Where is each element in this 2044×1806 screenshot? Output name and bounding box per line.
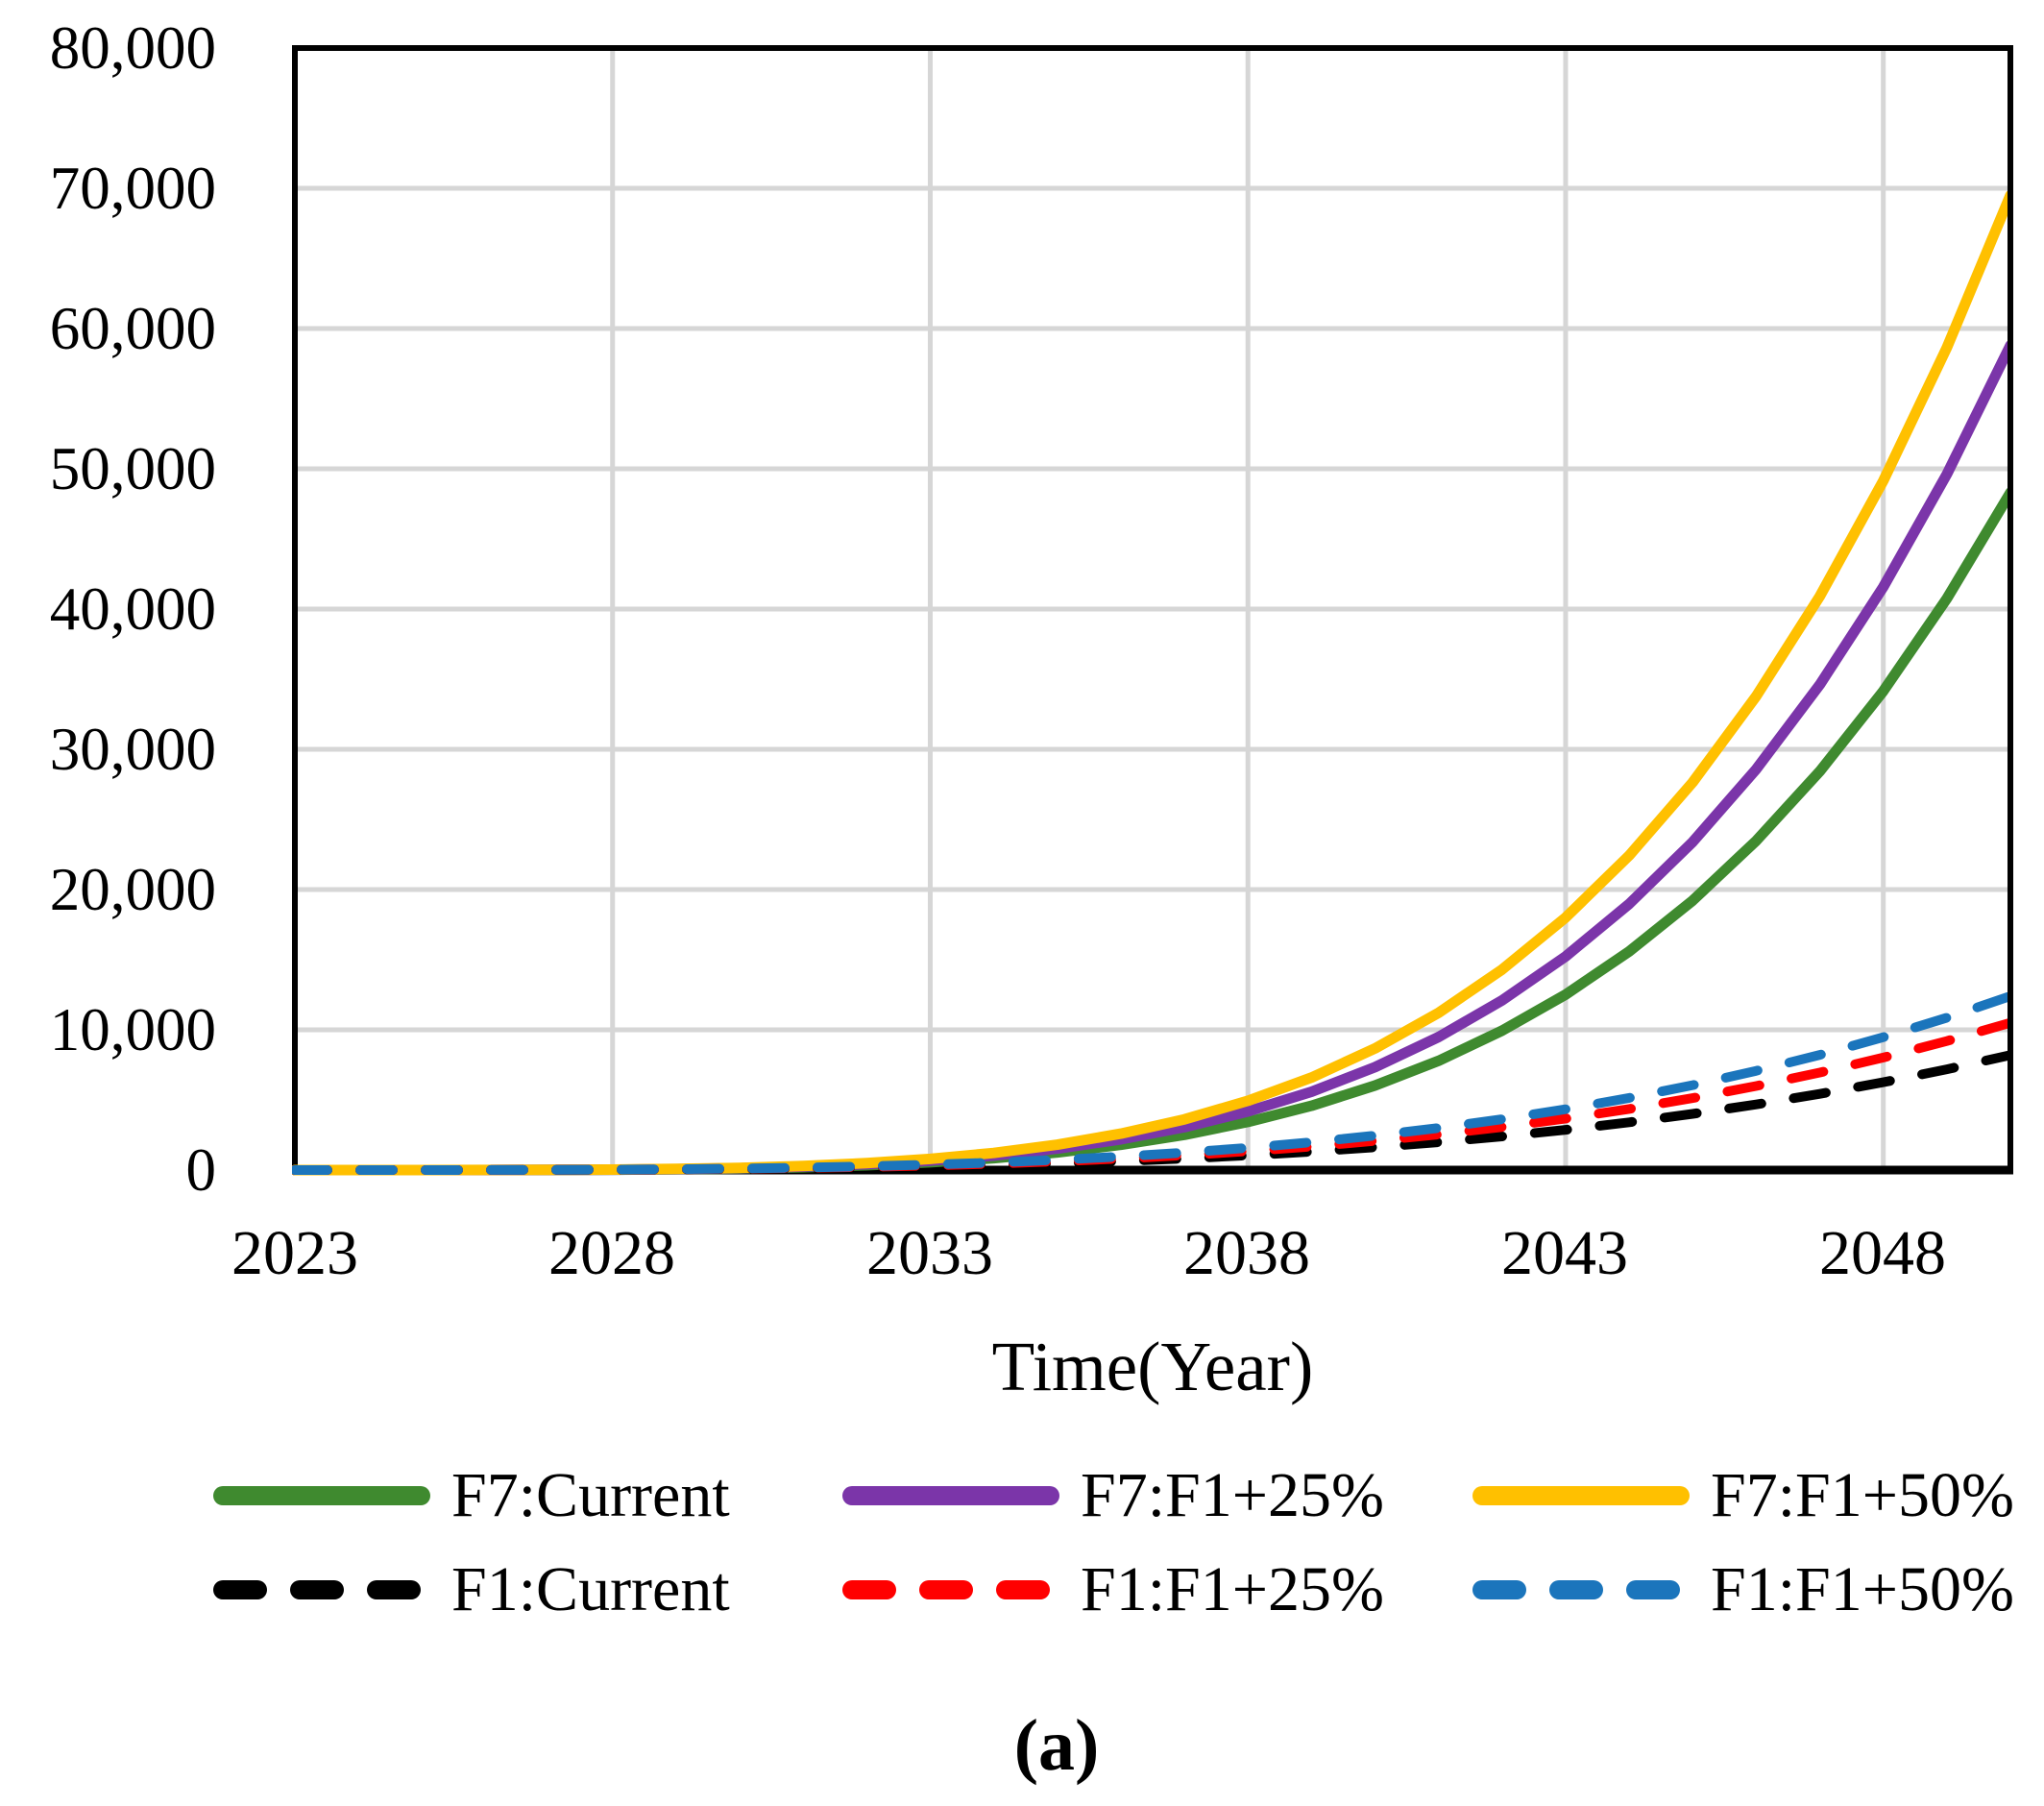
legend-line-sample-yellow-solid [1471,1484,1691,1507]
x-tick-label: 2038 [1183,1218,1310,1288]
y-tick-label: 70,000 [49,155,216,222]
legend-item: F7:F1+50% [1471,1455,2014,1536]
x-tick-label: 2033 [866,1218,993,1288]
x-tick-label: 2028 [548,1218,675,1288]
legend-line-sample-green-solid [211,1484,432,1507]
x-tick-label: 2043 [1501,1218,1628,1288]
legend-label: F7:F1+25% [1081,1460,1384,1530]
y-tick-label: 0 [185,1136,217,1204]
y-tick-label: 50,000 [49,435,216,502]
y-tick-label: 20,000 [49,856,216,923]
legend-label: F1:F1+50% [1711,1554,2014,1624]
y-tick-label: 60,000 [49,295,216,362]
x-tick-label: 2048 [1819,1218,1946,1288]
legend-line-sample-black-dashed [211,1578,432,1601]
legend-item: F7:Current [211,1455,730,1536]
y-tick-label: 10,000 [49,996,216,1063]
legend-line-sample-blue-dashed [1471,1578,1691,1601]
legend-line-sample-red-dashed [840,1578,1061,1601]
legend-item: F1:F1+25% [840,1550,1384,1630]
legend-label: F7:Current [451,1460,730,1530]
y-tick-label: 40,000 [49,575,216,643]
legend-item: F1:F1+50% [1471,1550,2014,1630]
subfigure-caption: (a) [1013,1705,1100,1786]
x-axis-title: Time(Year) [991,1328,1314,1405]
legend-label: F1:F1+25% [1081,1554,1384,1624]
y-tick-label: 30,000 [49,716,216,783]
legend-item: F1:Current [211,1550,730,1630]
legend-label: F1:Current [451,1554,730,1624]
legend-label: F7:F1+50% [1711,1460,2014,1530]
legend-item: F7:F1+25% [840,1455,1384,1536]
y-tick-label: 80,000 [49,14,216,82]
x-tick-label: 2023 [231,1218,358,1288]
legend-line-sample-purple-solid [840,1484,1061,1507]
